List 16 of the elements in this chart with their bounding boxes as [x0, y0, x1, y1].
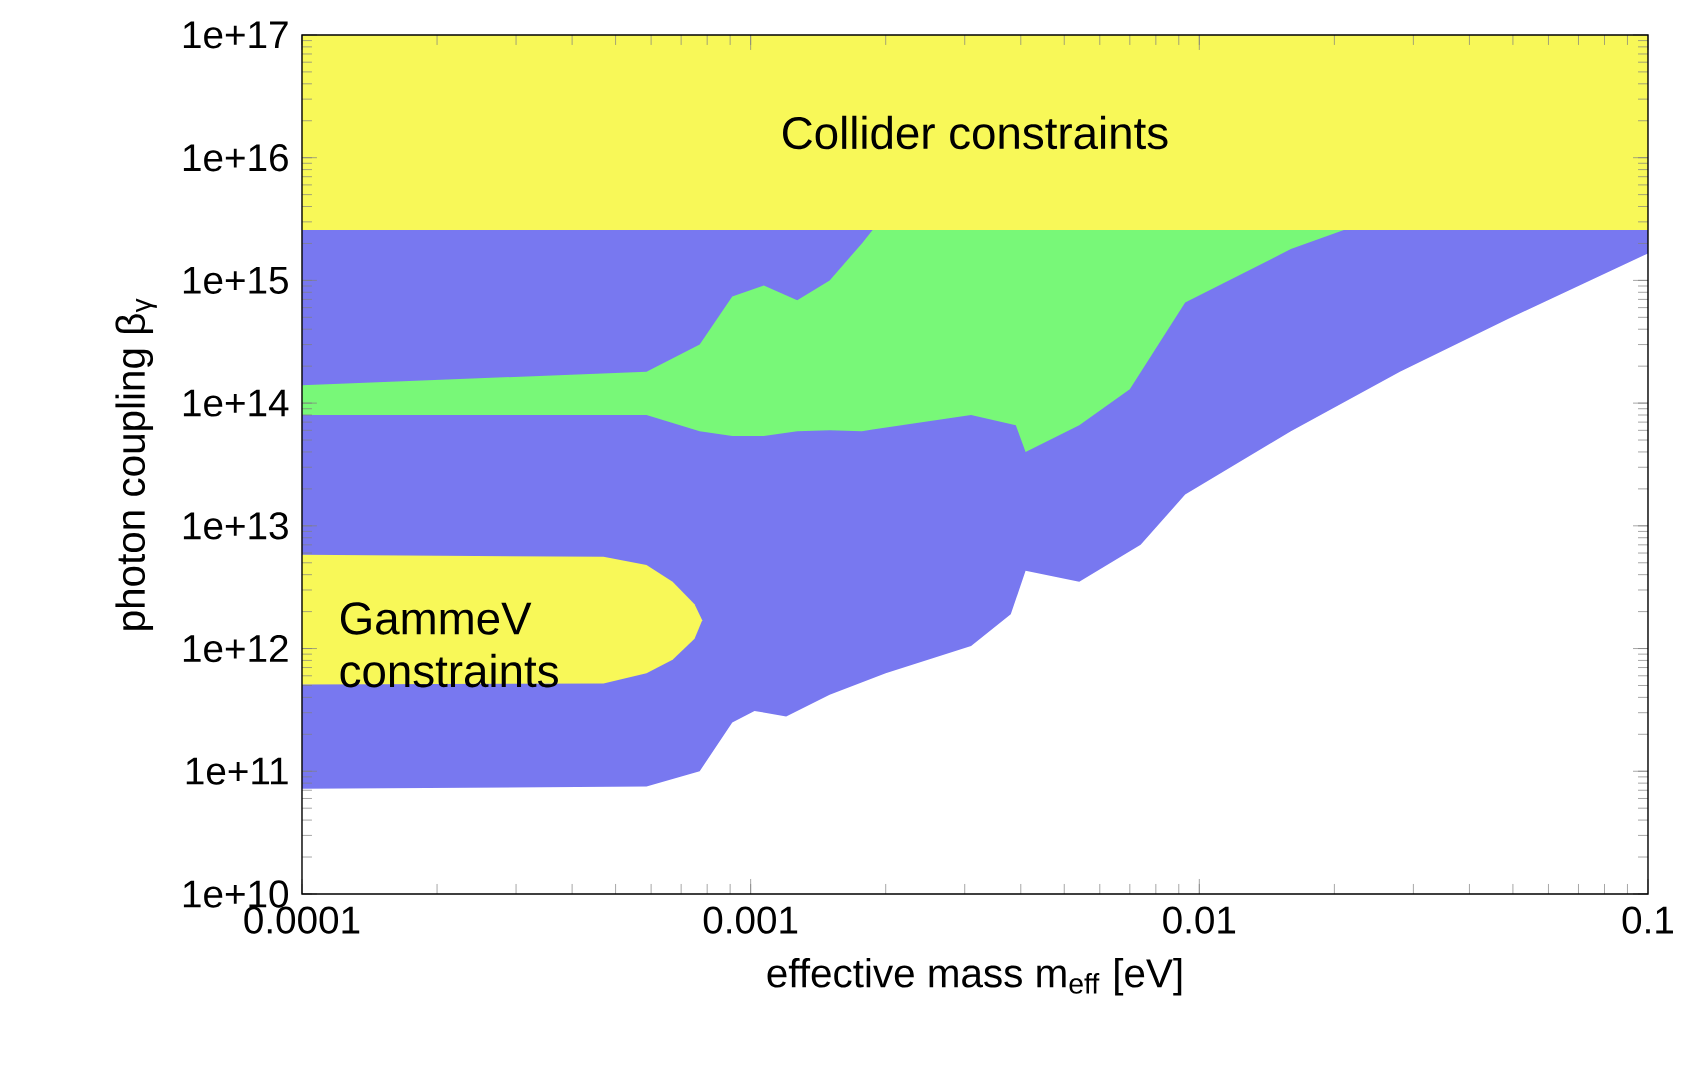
- y-tick-label: 1e+16: [183, 144, 288, 172]
- y-tick-label: 1e+14: [183, 389, 289, 417]
- annotation: GammeV constraints: [340, 602, 558, 688]
- y-tick-label: 1e+12: [183, 634, 288, 663]
- y-tick-label: 1e+17: [183, 21, 288, 49]
- x-axis-title: effective mass m$_{eff}$ [eV]: [767, 957, 1182, 996]
- x-tick-label: 0.1: [1622, 906, 1673, 934]
- y-tick-label: 1e+11: [186, 757, 288, 785]
- y-tick-label: 1e+10: [183, 880, 288, 908]
- y-axis-title: photon coupling β$_{γ}$: [115, 298, 157, 630]
- y-tick-label: 1e+15: [183, 266, 288, 294]
- y-tick-label: 1e+13: [183, 512, 288, 540]
- band-label: Collider constraints: [783, 115, 1168, 150]
- x-tick-label: 0.01: [1163, 906, 1236, 934]
- x-tick-label: 0.001: [703, 906, 798, 934]
- x-tick-label: 0.0001: [244, 906, 360, 934]
